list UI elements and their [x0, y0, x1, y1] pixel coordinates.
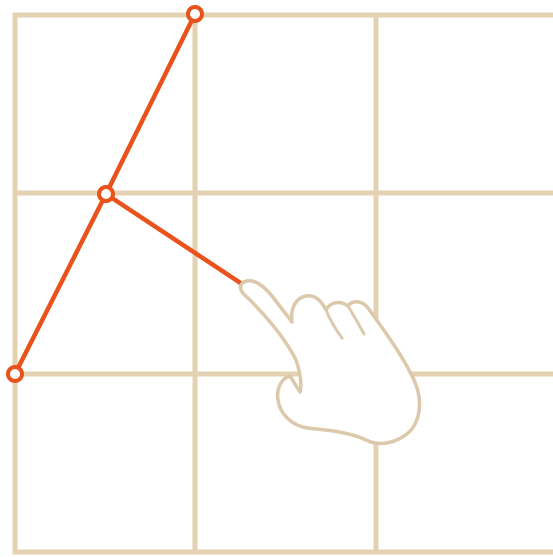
node — [8, 367, 22, 381]
node — [99, 187, 113, 201]
puzzle-board — [0, 0, 553, 557]
node — [188, 7, 202, 21]
page — [0, 0, 553, 557]
background — [0, 0, 553, 557]
